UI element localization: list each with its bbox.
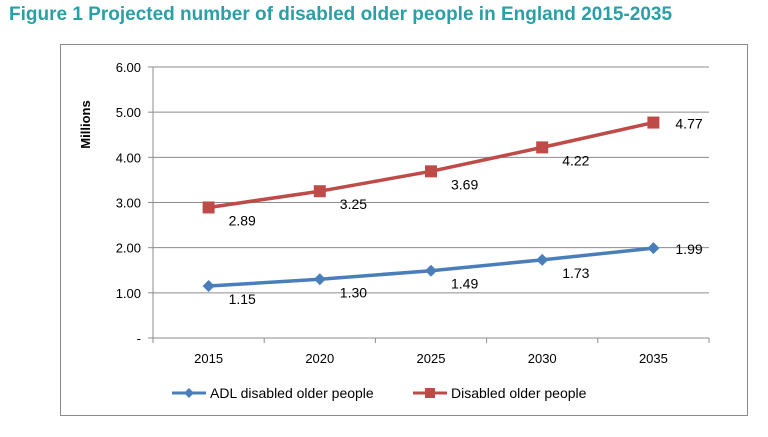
data-label: 3.25 — [340, 196, 367, 212]
x-tick-label: 2035 — [639, 351, 668, 366]
x-tick-label: 2015 — [194, 351, 223, 366]
data-point-marker — [202, 280, 215, 293]
y-tick-label: 2.00 — [116, 241, 141, 256]
legend-label: ADL disabled older people — [210, 385, 374, 401]
y-tick-label: 5.00 — [116, 105, 141, 120]
legend-swatch-marker — [184, 388, 194, 398]
chart-frame — [60, 44, 748, 416]
x-tick-label: 2025 — [417, 351, 446, 366]
data-label: 2.89 — [229, 212, 256, 228]
data-label: 4.22 — [562, 152, 589, 168]
y-tick-label: 4.00 — [116, 150, 141, 165]
data-label: 4.77 — [675, 116, 702, 132]
x-tick-label: 2030 — [528, 351, 557, 366]
gridlines — [153, 66, 709, 294]
legend-item: ADL disabled older people — [172, 385, 374, 401]
data-point-marker — [647, 116, 660, 129]
data-label: 1.15 — [229, 291, 256, 307]
y-tick-label: 3.00 — [116, 196, 141, 211]
y-tick-label: 1.00 — [116, 286, 141, 301]
data-label: 1.99 — [675, 241, 702, 257]
legend: ADL disabled older people Disabled older … — [172, 385, 587, 401]
data-point-marker — [425, 165, 437, 178]
y-tick-label: 6.00 — [116, 60, 141, 75]
figure-title: Figure 1 Projected number of disabled ol… — [9, 4, 673, 25]
data-point-marker — [313, 273, 326, 286]
series-layer: 1.15 1.30 1.49 1.73 1.99 2.89 3.25 3.69 4.22 4.77 — [202, 116, 703, 307]
data-label: 1.49 — [451, 276, 478, 292]
legend-label: Disabled older people — [451, 385, 587, 401]
x-tick-label: 2020 — [305, 351, 334, 366]
data-point-marker — [202, 201, 215, 214]
y-tick-label: - — [137, 331, 141, 346]
data-point-marker — [425, 264, 437, 277]
data-label: 3.69 — [451, 176, 478, 192]
legend-swatch-marker — [425, 388, 435, 398]
data-point-marker — [647, 242, 660, 255]
axes: - 1.00 2.00 3.00 4.00 5.00 6.00 2015 2020 2025 203… — [78, 60, 710, 366]
data-point-marker — [536, 253, 549, 266]
legend-item: Disabled older people — [413, 385, 587, 401]
data-label: 1.30 — [340, 284, 367, 300]
y-axis-title: Millions — [78, 100, 93, 148]
data-point-marker — [536, 141, 549, 154]
data-label: 1.73 — [562, 265, 589, 281]
data-point-marker — [313, 185, 326, 198]
